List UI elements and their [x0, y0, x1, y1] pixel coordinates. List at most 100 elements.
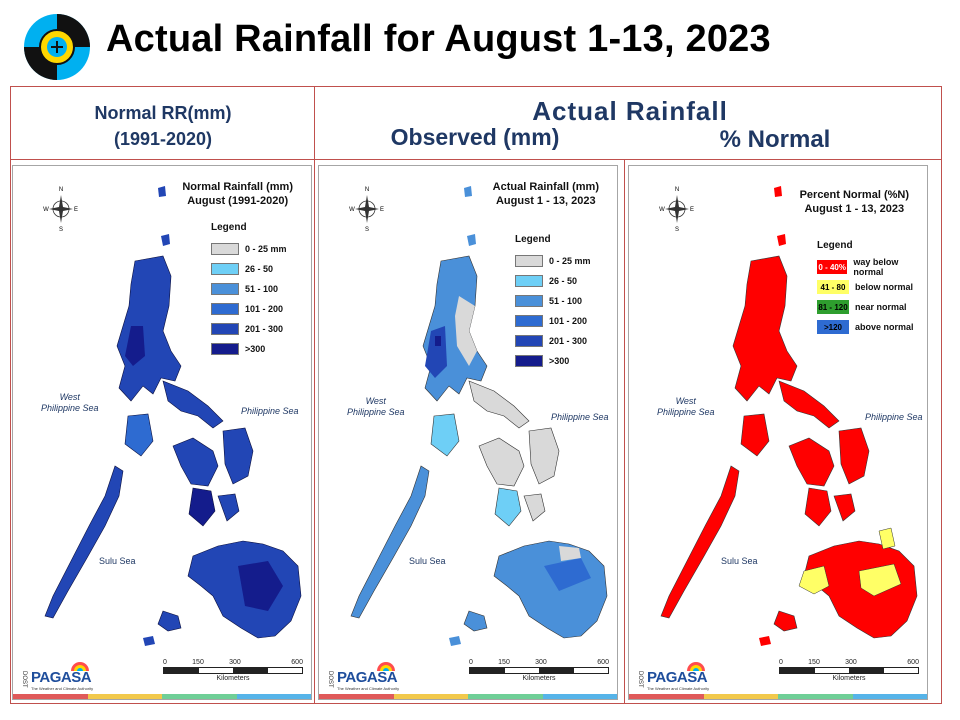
compass-e: E: [380, 207, 384, 213]
legend: Legend 0 - 40% way below normal 41 - 80 be…: [817, 240, 927, 337]
panel-title-line1: Actual Rainfall (mm): [492, 181, 599, 193]
legend-item: 201 - 300: [515, 331, 591, 351]
legend-title: Legend: [211, 222, 247, 233]
scale-bar: 0 150 300 600 Kilometers: [469, 659, 609, 685]
legend-swatch: [515, 315, 543, 327]
panel-title: Percent Normal (%N) August 1 - 13, 2023: [800, 188, 909, 216]
percent-normal-header: % Normal: [719, 126, 831, 153]
color-stripe: [13, 694, 311, 699]
legend-label: 101 - 200: [245, 304, 284, 314]
compass-rose-icon: N S W E: [349, 187, 384, 232]
legend-label: 26 - 50: [549, 276, 578, 286]
column-divider-1: [314, 86, 315, 704]
legend-label: 51 - 100: [245, 284, 279, 294]
legend-swatch: >120: [817, 320, 849, 334]
panel-title-line2: August (1991-2020): [187, 195, 289, 207]
philippine-sea-label: Philippine Sea: [865, 412, 923, 422]
scale-bar: 0 150 300 600 Kilometers: [779, 659, 919, 685]
legend: Legend 0 - 25 mm 26 - 50 51 - 100 101 - …: [515, 234, 591, 371]
legend-item: >300: [211, 339, 287, 359]
compass-s: S: [365, 227, 369, 232]
color-stripe: [319, 694, 617, 699]
panel-title-line2: August 1 - 13, 2023: [495, 195, 596, 207]
legend-label: 201 - 300: [245, 324, 284, 334]
pagasa-tagline: The Weather and Climate Authority: [337, 686, 400, 691]
legend-item: 26 - 50: [515, 271, 591, 291]
legend-item: 201 - 300: [211, 319, 287, 339]
legend-title: Legend: [817, 240, 853, 251]
normal-rr-header-line2: (1991-2020): [113, 129, 213, 149]
legend-swatch: [211, 323, 239, 335]
panel-title-line1: Percent Normal (%N): [799, 189, 909, 201]
sea-label-line2: Philippine Sea: [347, 407, 405, 417]
scale-600: 600: [291, 659, 303, 666]
legend-label: >300: [549, 356, 570, 366]
compass-s: S: [59, 227, 63, 232]
percent-normal-map-panel: N S W E Percent Normal (%N) August 1 - 1…: [628, 165, 928, 700]
panel-title-line1: Normal Rainfall (mm): [182, 181, 293, 193]
legend-label: 26 - 50: [245, 264, 274, 274]
legend-swatch: [515, 335, 543, 347]
legend-item: 81 - 120 near normal: [817, 297, 927, 317]
legend-label: way below normal: [853, 257, 899, 277]
dost-label: DOST: [327, 671, 333, 688]
normal-rr-header: Normal RR(mm) (1991-2020): [14, 100, 312, 152]
pagasa-tagline: The Weather and Climate Authority: [31, 686, 94, 691]
legend-item: 41 - 80 below normal: [817, 277, 927, 297]
scale-150: 150: [192, 659, 204, 666]
legend-item: 0 - 40% way below normal: [817, 257, 927, 277]
sun-cloud-icon: [71, 662, 89, 671]
percent-normal-map: [660, 186, 918, 646]
compass-n: N: [675, 187, 679, 193]
legend-label: above normal: [855, 322, 914, 332]
compass-n: N: [59, 187, 63, 193]
west-philippine-sea-label: West Philippine Sea: [41, 392, 99, 414]
pagasa-wordmark: PAGASA: [647, 669, 708, 686]
scale-0: 0: [163, 659, 167, 666]
legend-item: >300: [515, 351, 591, 371]
legend-item: >120 above normal: [817, 317, 927, 337]
sea-label-line1: West: [59, 392, 80, 402]
compass-rose-icon: N S W E: [43, 187, 78, 232]
legend-item: 51 - 100: [211, 279, 287, 299]
compass-e: E: [690, 207, 694, 213]
legend-swatch: [211, 343, 239, 355]
compass-n: N: [365, 187, 369, 193]
legend-item: 51 - 100: [515, 291, 591, 311]
header-divider: [10, 159, 942, 160]
pagasa-logo: [24, 14, 90, 80]
pagasa-wordmark: PAGASA: [337, 669, 398, 686]
scale-300: 300: [535, 659, 547, 666]
normal-rr-header-line1: Normal RR(mm): [94, 103, 232, 123]
legend-item: 101 - 200: [515, 311, 591, 331]
normal-rainfall-map-panel: N S W E Normal Rainfall (mm) August (199…: [12, 165, 312, 700]
pagasa-brand-logo: DOST PAGASA The Weather and Climate Auth…: [17, 657, 97, 693]
sea-label-line2: Philippine Sea: [657, 407, 715, 417]
sea-label-line1: West: [365, 396, 386, 406]
scale-0: 0: [779, 659, 783, 666]
column-divider-2: [624, 159, 625, 704]
legend-swatch: [515, 355, 543, 367]
dost-label: DOST: [637, 671, 643, 688]
legend-swatch: [515, 255, 543, 267]
legend-label: near normal: [855, 302, 907, 312]
legend-item: 26 - 50: [211, 259, 287, 279]
legend: Legend 0 - 25 mm 26 - 50 51 - 100 101 - …: [211, 222, 287, 359]
legend-swatch: [211, 283, 239, 295]
sulu-sea-label: Sulu Sea: [721, 556, 758, 566]
color-stripe: [629, 694, 927, 699]
compass-e: E: [74, 207, 78, 213]
legend-label: 101 - 200: [549, 316, 588, 326]
compass-w: W: [43, 207, 49, 213]
legend-item: 0 - 25 mm: [515, 251, 591, 271]
dost-label: DOST: [21, 671, 27, 688]
scale-150: 150: [498, 659, 510, 666]
legend-swatch: 81 - 120: [817, 300, 849, 314]
sea-label-line2: Philippine Sea: [41, 403, 99, 413]
legend-title: Legend: [515, 234, 551, 245]
compass-w: W: [349, 207, 355, 213]
actual-rainfall-header: Actual Rainfall: [532, 96, 728, 126]
content-frame: [10, 86, 942, 704]
sulu-sea-label: Sulu Sea: [99, 556, 136, 566]
legend-label: >300: [245, 344, 266, 354]
